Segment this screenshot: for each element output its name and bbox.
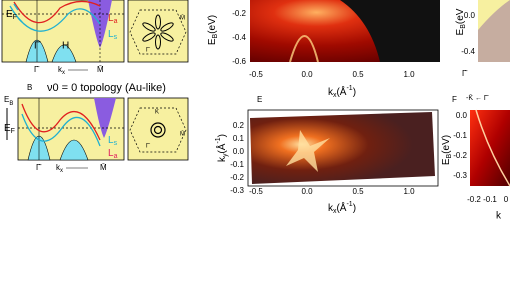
kx-label: kx [58, 65, 65, 75]
la-label: La [108, 13, 118, 25]
y-tick-label: 0.0 [464, 11, 476, 20]
y-tick-label: -0.1 [453, 131, 467, 140]
y-tick-label: -0.3 [453, 171, 467, 180]
hex-box [127, 0, 189, 63]
surface-state [21, 113, 101, 147]
image [478, 0, 510, 62]
panel-letter: B [27, 83, 32, 92]
x-tick-label: -0.5 [249, 70, 263, 79]
band [289, 35, 319, 63]
x-axis-label: kx(Å-1) [328, 85, 356, 99]
x-tick-label: Γ̄ [462, 69, 468, 78]
x-tick-label: 0.0 [301, 70, 313, 79]
ls-label: Ls [108, 29, 118, 41]
direction-label: -K̄ ← Γ̄ [466, 94, 489, 102]
bulk-band [59, 139, 89, 161]
panel-letter: E [257, 95, 262, 104]
bulk-band [51, 44, 77, 63]
y-tick-label: -0.2 [232, 9, 246, 18]
x-axis-label: k [496, 211, 502, 222]
hex-gamma: Γ̄ [146, 144, 150, 150]
brillouin-zone [129, 107, 187, 153]
hex-k: K̄ [155, 109, 159, 116]
fermi-surface [286, 130, 330, 172]
x-tick-label: -0.2 [467, 195, 481, 204]
x-tick-label: 0 [504, 195, 509, 204]
y-tick-label: 0.2 [233, 121, 245, 130]
y-axis-label: EB(eV [455, 8, 467, 35]
surface-state [9, 5, 101, 32]
gamma-tick: Γ̄ [34, 65, 40, 74]
fermi-contours [142, 14, 174, 50]
x-tick-label: 0.5 [352, 187, 364, 196]
panel-title: ν0 = 0 topology (Au-like) [47, 82, 166, 94]
y-tick-label: -0.1 [230, 160, 244, 169]
surface-state [21, 103, 101, 141]
x-tick-label: -0.1 [483, 195, 497, 204]
x-tick-label: 0.0 [301, 187, 313, 196]
m-tick: M̄ [100, 163, 107, 172]
m-tick: M̄ [97, 65, 104, 74]
y-axis-label: EB(eV) [207, 15, 219, 45]
hex-gamma: Γ̄ [146, 48, 150, 54]
gap-region [340, 0, 440, 62]
y-axis-label: ky(Å-1) [215, 134, 229, 162]
y-tick-label: -0.4 [461, 47, 475, 56]
h-label: H [62, 41, 69, 52]
y-tick-label: 0.0 [233, 147, 245, 156]
frame [247, 109, 439, 187]
x-axis-label: kx(Å-1) [328, 201, 356, 215]
panel-e: E ky(Å-1) 0.2 0.1 0.0 -0.1 -0.2 -0.3 -0.5 0.0 0.… [215, 95, 439, 215]
x-tick-label: -0.5 [249, 187, 263, 196]
gamma-label: Γ̄ [34, 41, 42, 52]
la-label: La [108, 148, 118, 160]
fermi-contour [153, 125, 163, 135]
y-tick-label: 0.1 [233, 134, 245, 143]
kx-label: kx [56, 163, 63, 173]
brillouin-zone [129, 9, 187, 55]
y-tick-label: -0.3 [230, 186, 244, 195]
spin-arrow [13, 3, 23, 23]
y-tick-label: -0.6 [232, 57, 246, 66]
y-tick-label: 0.0 [456, 111, 468, 120]
hex-box [127, 97, 189, 161]
hex-m: M̄ [180, 131, 185, 138]
panel-b: EB B ν0 = 0 topology (Au-like) EF Ls La … [4, 82, 189, 174]
panel-letter: F [452, 95, 457, 104]
eb-label: EB [4, 95, 13, 106]
hex-m: M̄ [180, 15, 185, 22]
y-axis-label: EB(eV) [441, 135, 453, 165]
panel-f: F -K̄ ← Γ̄ EB(eV) 0.0-0.1-0.2-0.3-0.2 -0.… [441, 94, 510, 222]
panel-top-middle: EB(eV) -0.2 -0.4 -0.6-0.5 0.0 0.5 1.0 kx(Å-1) [207, 0, 440, 99]
x-tick-label: 1.0 [403, 70, 415, 79]
fermi-contour [150, 122, 166, 138]
panel-top-right: EB(eV 0.0 -0.4 Γ̄ [455, 0, 510, 78]
panel-a: EF Γ̄ H La Ls Γ̄ kx M̄ Γ̄ M̄ [1, 0, 189, 76]
x-tick-label: 0.5 [352, 70, 364, 79]
ef-label: EF [6, 9, 17, 21]
surface-state [13, 0, 101, 24]
y-tick-label: -0.4 [232, 33, 246, 42]
y-tick-label: -0.2 [230, 173, 244, 182]
y-tick-label: -0.2 [453, 151, 467, 160]
band [475, 109, 510, 187]
ls-label: Ls [108, 135, 118, 147]
fermi-surface-image [250, 112, 435, 184]
bulk-band [94, 98, 116, 138]
x-tick-label: 1.0 [403, 187, 415, 196]
gamma-tick: Γ̄ [36, 163, 42, 172]
ef-label: EF [4, 123, 15, 135]
